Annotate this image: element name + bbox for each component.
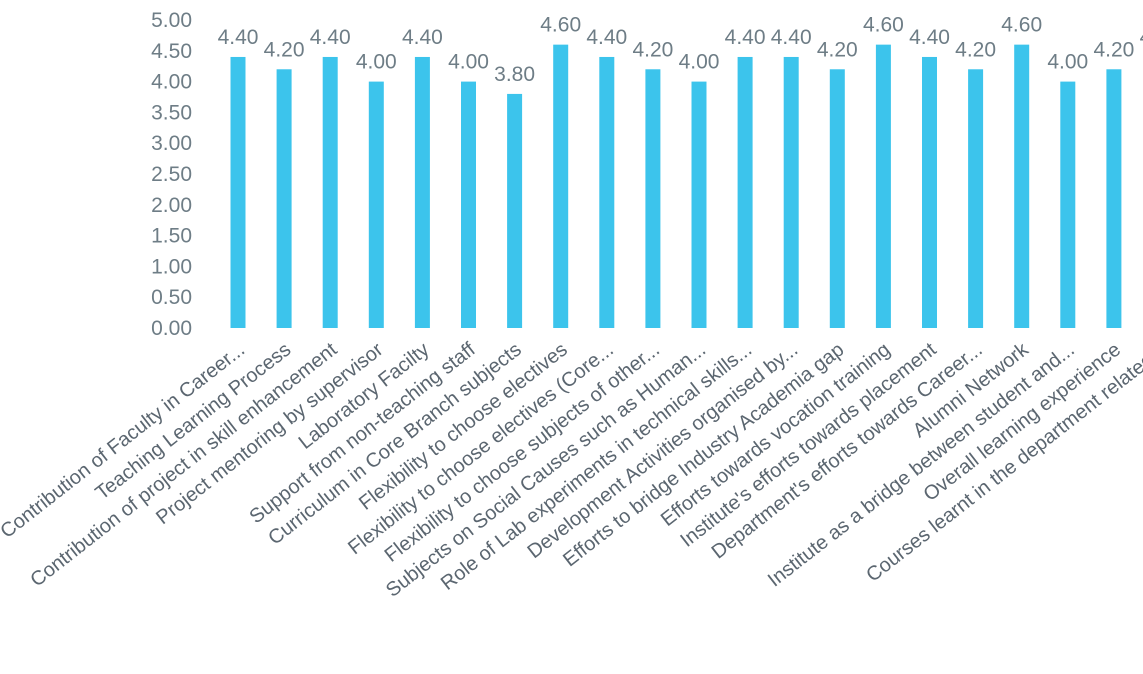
data-label: 4.40 xyxy=(402,26,443,49)
data-label: 4.60 xyxy=(540,14,581,37)
bar xyxy=(645,69,661,328)
data-label: 4.00 xyxy=(1047,51,1088,74)
data-label: 4.00 xyxy=(448,51,489,74)
data-label: 4.20 xyxy=(817,38,858,61)
data-label: 4.20 xyxy=(264,38,305,61)
bar xyxy=(368,81,384,328)
bar xyxy=(968,69,984,328)
bar xyxy=(414,56,430,329)
data-label: 4.00 xyxy=(356,51,397,74)
x-axis: Contribution of Faculty in Career...Teac… xyxy=(0,338,1143,602)
data-label: 4.40 xyxy=(586,26,627,49)
y-tick-label: 5.00 xyxy=(151,9,192,32)
bar xyxy=(322,56,338,329)
data-label: 4.20 xyxy=(955,38,996,61)
bar xyxy=(1014,44,1030,328)
y-tick-label: 1.50 xyxy=(151,225,192,248)
y-tick-label: 4.00 xyxy=(151,71,192,94)
bar xyxy=(875,44,891,328)
y-tick-label: 1.00 xyxy=(151,255,192,278)
y-axis: 0.00 0.50 1.00 1.50 2.00 2.50 3.00 3.50 4.00 4.50… xyxy=(151,9,192,340)
bar xyxy=(461,81,476,328)
bar xyxy=(553,44,569,328)
bar xyxy=(507,93,523,328)
y-tick-label: 0.50 xyxy=(151,286,192,309)
data-label: 4.40 xyxy=(771,26,812,49)
y-tick-label: 3.50 xyxy=(151,101,192,124)
data-label: 4.40 xyxy=(909,26,950,49)
data-label: 4.20 xyxy=(632,38,673,61)
bar xyxy=(230,56,246,329)
data-label: 4.40 xyxy=(1140,26,1143,49)
data-label: 4.00 xyxy=(679,51,720,74)
bars xyxy=(230,44,1122,329)
bar xyxy=(829,69,845,328)
bar xyxy=(1106,69,1122,328)
data-labels: 4.404.204.404.004.404.003.804.604.404.20… xyxy=(218,14,1143,86)
data-label: 4.40 xyxy=(310,26,351,49)
y-tick-label: 3.00 xyxy=(151,132,192,155)
data-label: 4.20 xyxy=(1093,38,1134,61)
y-tick-label: 0.00 xyxy=(151,317,192,340)
bar xyxy=(691,81,707,328)
bar xyxy=(599,56,615,329)
bar xyxy=(783,56,799,329)
bar xyxy=(1060,81,1076,328)
bar xyxy=(922,56,937,329)
data-label: 4.40 xyxy=(218,26,259,49)
data-label: 3.80 xyxy=(494,63,535,86)
y-tick-label: 4.50 xyxy=(151,40,192,63)
y-tick-label: 2.00 xyxy=(151,194,192,217)
bar xyxy=(276,69,292,328)
bar xyxy=(737,56,753,329)
data-label: 4.60 xyxy=(863,14,904,37)
y-tick-label: 2.50 xyxy=(151,163,192,186)
data-label: 4.40 xyxy=(725,26,766,49)
data-label: 4.60 xyxy=(1001,14,1042,37)
